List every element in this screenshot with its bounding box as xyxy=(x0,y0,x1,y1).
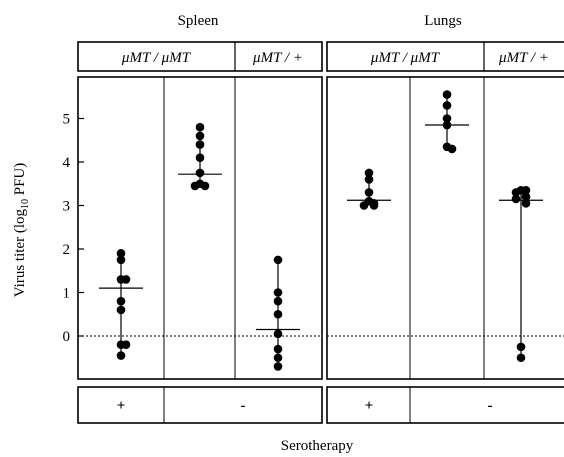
x-axis-title: Serotherapy xyxy=(281,438,354,454)
serotherapy-label-lungs-minus: - xyxy=(488,398,493,414)
genotype-header-spleen: μMT / μMT μMT / + xyxy=(77,41,323,72)
y-tick-label-2: 2 xyxy=(63,242,71,258)
data-point-lungs-homozygous-minus-3 xyxy=(442,120,452,130)
data-point-lungs-homozygous-plus-6 xyxy=(369,201,379,210)
data-point-spleen-homozygous-minus-0 xyxy=(195,122,205,132)
data-point-lungs-homozygous-minus-2 xyxy=(442,114,452,123)
data-point-spleen-heterozygous-minus-7 xyxy=(273,362,283,371)
genotype-label-lungs-homozygous: μMT / μMT xyxy=(370,50,441,66)
serotherapy-label-lungs-plus: + xyxy=(365,398,374,414)
data-point-lungs-heterozygous-minus-1 xyxy=(521,185,531,195)
genotype-header-lungs: μMT / μMT μMT / + xyxy=(326,41,564,72)
data-point-spleen-heterozygous-minus-1 xyxy=(273,288,283,297)
data-point-lungs-heterozygous-minus-6 xyxy=(516,342,526,352)
column-spleen-homozygous-minus xyxy=(178,122,222,191)
data-point-spleen-heterozygous-minus-3 xyxy=(273,309,283,319)
column-spleen-homozygous-plus xyxy=(99,249,143,360)
column-lungs-heterozygous-minus xyxy=(499,185,543,363)
data-point-spleen-homozygous-plus-1 xyxy=(116,255,126,265)
y-axis: 0 1 2 3 4 5 xyxy=(63,112,84,345)
data-point-spleen-homozygous-minus-6 xyxy=(200,181,210,191)
column-lungs-homozygous-plus xyxy=(347,168,391,210)
y-tick-label-5: 5 xyxy=(63,112,71,128)
data-point-lungs-heterozygous-minus-2 xyxy=(511,188,521,197)
data-point-spleen-homozygous-minus-7 xyxy=(190,181,200,191)
genotype-label-spleen-homozygous: μMT / μMT xyxy=(121,50,192,66)
genotype-label-spleen-heterozygous: μMT / + xyxy=(252,50,303,66)
data-point-spleen-homozygous-plus-0 xyxy=(116,249,126,258)
column-spleen-heterozygous-minus xyxy=(256,255,300,371)
data-point-lungs-heterozygous-minus-5 xyxy=(521,199,531,208)
data-point-lungs-homozygous-minus-0 xyxy=(442,90,452,99)
data-point-lungs-homozygous-plus-1 xyxy=(364,175,374,184)
column-lungs-homozygous-minus xyxy=(425,90,469,154)
data-point-lungs-homozygous-plus-5 xyxy=(359,201,369,210)
data-point-spleen-heterozygous-minus-4 xyxy=(273,329,283,339)
panel-title-spleen: Spleen xyxy=(178,13,219,29)
panel-title-lungs: Lungs xyxy=(424,13,462,29)
serotherapy-label-spleen-minus: - xyxy=(241,398,246,414)
data-point-lungs-homozygous-plus-0 xyxy=(364,168,374,178)
serotherapy-box-spleen xyxy=(77,386,323,424)
data-marks xyxy=(99,90,543,371)
y-tick-label-4: 4 xyxy=(63,155,71,171)
genotype-label-lungs-heterozygous: μMT / + xyxy=(498,50,549,66)
serotherapy-box-lungs xyxy=(326,386,564,424)
data-point-spleen-homozygous-plus-3 xyxy=(121,275,131,284)
data-point-spleen-homozygous-minus-3 xyxy=(195,153,205,162)
data-point-spleen-heterozygous-minus-2 xyxy=(273,296,283,306)
data-point-lungs-homozygous-minus-5 xyxy=(447,144,457,154)
data-point-spleen-heterozygous-minus-5 xyxy=(273,344,283,354)
serotherapy-label-spleen-plus: + xyxy=(117,398,126,414)
data-point-lungs-heterozygous-minus-7 xyxy=(516,353,526,363)
data-point-spleen-homozygous-minus-1 xyxy=(195,131,205,141)
y-tick-label-3: 3 xyxy=(63,199,71,215)
data-point-lungs-heterozygous-minus-3 xyxy=(521,192,531,202)
data-point-spleen-homozygous-plus-4 xyxy=(116,296,126,306)
y-tick-label-0: 0 xyxy=(63,329,71,345)
data-point-lungs-heterozygous-minus-4 xyxy=(511,194,521,204)
y-axis-title-end: PFU) xyxy=(12,163,28,199)
y-tick-label-1: 1 xyxy=(63,286,71,302)
data-point-lungs-homozygous-minus-1 xyxy=(442,101,452,110)
plot-frame-lungs xyxy=(326,76,564,380)
data-point-spleen-heterozygous-minus-0 xyxy=(273,255,283,265)
data-point-spleen-homozygous-minus-4 xyxy=(195,168,205,178)
data-point-spleen-homozygous-minus-2 xyxy=(195,140,205,149)
y-axis-title: Virus titer (log10 PFU) xyxy=(12,163,31,298)
y-axis-title-subscript: 10 xyxy=(20,199,31,209)
data-point-spleen-homozygous-plus-7 xyxy=(121,340,131,350)
plot-frame-spleen xyxy=(77,76,323,380)
y-axis-title-main: Virus titer (log xyxy=(12,209,28,298)
data-point-spleen-homozygous-plus-8 xyxy=(116,351,126,360)
data-point-lungs-homozygous-plus-2 xyxy=(364,188,374,197)
data-point-spleen-homozygous-plus-5 xyxy=(116,305,126,315)
data-point-spleen-heterozygous-minus-6 xyxy=(273,353,283,363)
